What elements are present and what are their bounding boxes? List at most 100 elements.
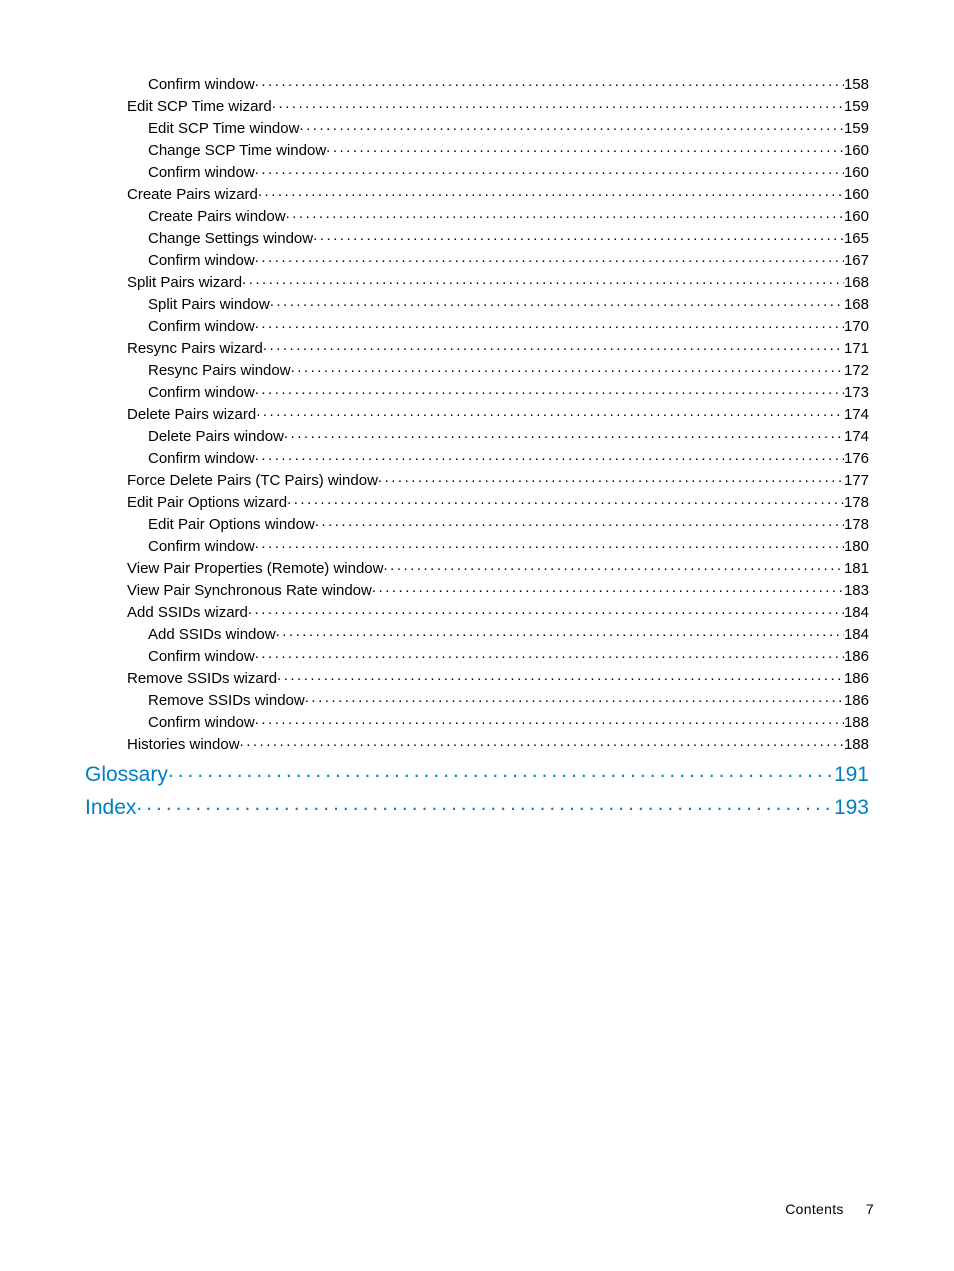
toc-entry-row[interactable]: Split Pairs window 168 [85, 294, 869, 312]
toc-entry-label: Resync Pairs wizard [127, 341, 263, 356]
toc-entry-label: Confirm window [148, 319, 255, 334]
toc-entry-page: 177 [844, 473, 869, 488]
toc-entry-row[interactable]: Split Pairs wizard 168 [85, 272, 869, 290]
toc-entry-row[interactable]: Add SSIDs wizard184 [85, 602, 869, 620]
toc-entry-label: Delete Pairs window [148, 429, 284, 444]
toc-entry-page: 184 [844, 605, 869, 620]
toc-entry-label: Split Pairs wizard [127, 275, 242, 290]
toc-entry-label: Confirm window [148, 539, 255, 554]
toc-entry-label: Delete Pairs wizard [127, 407, 256, 422]
toc-entry-page: 186 [844, 693, 869, 708]
toc-entry-page: 180 [844, 539, 869, 554]
toc-entry-page: 165 [844, 231, 869, 246]
toc-entry-label: Confirm window [148, 451, 255, 466]
toc-leader-dots [256, 404, 844, 419]
toc-entry-label: Force Delete Pairs (TC Pairs) window [127, 473, 378, 488]
toc-entry-row[interactable]: Confirm window188 [85, 712, 869, 730]
toc-entry-label: Edit SCP Time wizard [127, 99, 272, 114]
toc-leader-dots [286, 206, 844, 221]
toc-leader-dots [255, 646, 844, 661]
toc-leader-dots [240, 734, 844, 749]
toc-chapter-row[interactable]: Glossary191 [85, 760, 869, 785]
toc-entry-row[interactable]: Confirm window173 [85, 382, 869, 400]
toc-entry-label: Create Pairs window [148, 209, 286, 224]
toc-leader-dots [258, 184, 844, 199]
toc-leader-dots [272, 96, 844, 111]
toc-entry-page: 160 [844, 187, 869, 202]
toc-leader-dots [378, 470, 844, 485]
toc-entry-row[interactable]: Edit SCP Time wizard159 [85, 96, 869, 114]
toc-entry-label: Confirm window [148, 649, 255, 664]
toc-entry-row[interactable]: Remove SSIDs window 186 [85, 690, 869, 708]
toc-entry-row[interactable]: Edit SCP Time window159 [85, 118, 869, 136]
toc-leader-dots [255, 162, 844, 177]
toc-entry-row[interactable]: Histories window188 [85, 734, 869, 752]
toc-entry-row[interactable]: View Pair Synchronous Rate window183 [85, 580, 869, 598]
toc-entry-label: Confirm window [148, 165, 255, 180]
toc-entry-label: Split Pairs window [148, 297, 270, 312]
toc-entry-row[interactable]: Create Pairs wizard 160 [85, 184, 869, 202]
toc-entry-page: 171 [844, 341, 869, 356]
toc-entry-page: 159 [844, 121, 869, 136]
toc-entry-row[interactable]: Edit Pair Options window178 [85, 514, 869, 532]
toc-entry-row[interactable]: Resync Pairs wizard 171 [85, 338, 869, 356]
toc-leader-dots [326, 140, 844, 155]
toc-leader-dots [168, 760, 834, 781]
toc-entry-row[interactable]: Delete Pairs wizard174 [85, 404, 869, 422]
toc-leader-dots [255, 74, 844, 89]
toc-entry-row[interactable]: Force Delete Pairs (TC Pairs) window 177 [85, 470, 869, 488]
toc-entry-page: 158 [844, 77, 869, 92]
page-footer: Contents 7 [785, 1201, 874, 1217]
toc-entry-page: 168 [844, 275, 869, 290]
toc-leader-dots [263, 338, 844, 353]
toc-entry-page: 188 [844, 737, 869, 752]
toc-leader-dots [284, 426, 844, 441]
toc-entry-label: Create Pairs wizard [127, 187, 258, 202]
toc-entry-row[interactable]: Create Pairs window 160 [85, 206, 869, 224]
toc-entry-row[interactable]: Edit Pair Options wizard178 [85, 492, 869, 510]
toc-entry-row[interactable]: Confirm window186 [85, 646, 869, 664]
toc-leader-dots [299, 118, 844, 133]
toc-entry-row[interactable]: Confirm window 170 [85, 316, 869, 334]
toc-leader-dots [270, 294, 844, 309]
toc-entry-label: Remove SSIDs window [148, 693, 305, 708]
toc-entry-label: Change Settings window [148, 231, 313, 246]
toc-entry-page: 168 [844, 297, 869, 312]
toc-leader-dots [255, 250, 844, 265]
toc-entry-row[interactable]: Confirm window 176 [85, 448, 869, 466]
toc-entry-page: 184 [844, 627, 869, 642]
toc-entry-row[interactable]: Remove SSIDs wizard186 [85, 668, 869, 686]
toc-entry-label: Confirm window [148, 77, 255, 92]
toc-entry-page: 178 [844, 495, 869, 510]
toc-entry-row[interactable]: Confirm window 158 [85, 74, 869, 92]
toc-leader-dots [255, 536, 844, 551]
toc-chapter-row[interactable]: Index193 [85, 793, 869, 818]
toc-leader-dots [248, 602, 844, 617]
toc-entry-row[interactable]: Change Settings window 165 [85, 228, 869, 246]
toc-entry-row[interactable]: Confirm window167 [85, 250, 869, 268]
toc-entry-label: Index [85, 797, 136, 818]
toc-entry-page: 178 [844, 517, 869, 532]
toc-leader-dots [305, 690, 844, 705]
toc-leader-dots [277, 668, 844, 683]
toc-entry-row[interactable]: Resync Pairs window172 [85, 360, 869, 378]
toc-entry-row[interactable]: Confirm window 180 [85, 536, 869, 554]
toc-entry-page: 160 [844, 209, 869, 224]
toc-entry-page: 176 [844, 451, 869, 466]
toc-leader-dots [255, 382, 844, 397]
toc-leader-dots [313, 228, 844, 243]
toc-entry-page: 160 [844, 143, 869, 158]
toc-entry-row[interactable]: Delete Pairs window174 [85, 426, 869, 444]
toc-leader-dots [384, 558, 844, 573]
toc-entry-label: Confirm window [148, 385, 255, 400]
toc-entry-row[interactable]: Add SSIDs window184 [85, 624, 869, 642]
toc-entry-page: 188 [844, 715, 869, 730]
toc-entry-page: 170 [844, 319, 869, 334]
toc-entry-row[interactable]: Confirm window160 [85, 162, 869, 180]
toc-entry-label: View Pair Properties (Remote) window [127, 561, 384, 576]
toc-leader-dots [315, 514, 844, 529]
toc-entry-row[interactable]: View Pair Properties (Remote) window181 [85, 558, 869, 576]
toc-leader-dots [255, 316, 844, 331]
toc-entry-label: Resync Pairs window [148, 363, 291, 378]
toc-entry-row[interactable]: Change SCP Time window160 [85, 140, 869, 158]
